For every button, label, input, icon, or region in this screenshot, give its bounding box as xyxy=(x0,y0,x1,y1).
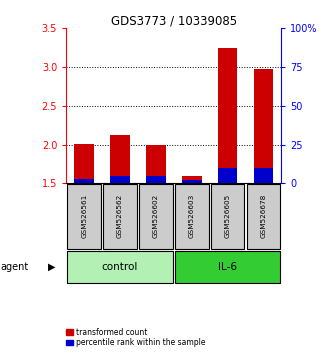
Legend: transformed count, percentile rank within the sample: transformed count, percentile rank withi… xyxy=(64,325,209,350)
FancyBboxPatch shape xyxy=(211,184,244,249)
Text: ▶: ▶ xyxy=(48,262,56,272)
Bar xyxy=(110,135,130,183)
Bar xyxy=(218,168,237,183)
Text: agent: agent xyxy=(0,262,28,272)
Bar xyxy=(74,179,94,183)
Bar xyxy=(218,48,237,183)
FancyBboxPatch shape xyxy=(67,251,173,282)
FancyBboxPatch shape xyxy=(175,184,209,249)
Text: GSM526605: GSM526605 xyxy=(224,193,231,238)
FancyBboxPatch shape xyxy=(175,251,280,282)
FancyBboxPatch shape xyxy=(103,184,137,249)
Bar xyxy=(146,176,166,183)
Text: GSM526602: GSM526602 xyxy=(153,193,159,238)
Bar xyxy=(182,180,202,183)
Text: control: control xyxy=(102,262,138,272)
Text: GSM526561: GSM526561 xyxy=(81,193,87,238)
Title: GDS3773 / 10339085: GDS3773 / 10339085 xyxy=(111,14,237,27)
FancyBboxPatch shape xyxy=(247,184,280,249)
Text: GSM526603: GSM526603 xyxy=(189,193,195,238)
Text: GSM526678: GSM526678 xyxy=(260,193,266,238)
Bar xyxy=(254,168,273,183)
FancyBboxPatch shape xyxy=(67,184,101,249)
Bar xyxy=(110,176,130,183)
Bar xyxy=(74,144,94,183)
Text: GSM526562: GSM526562 xyxy=(117,193,123,238)
Bar xyxy=(182,176,202,183)
Bar xyxy=(146,145,166,183)
Bar xyxy=(254,69,273,183)
Text: IL-6: IL-6 xyxy=(218,262,237,272)
FancyBboxPatch shape xyxy=(139,184,173,249)
